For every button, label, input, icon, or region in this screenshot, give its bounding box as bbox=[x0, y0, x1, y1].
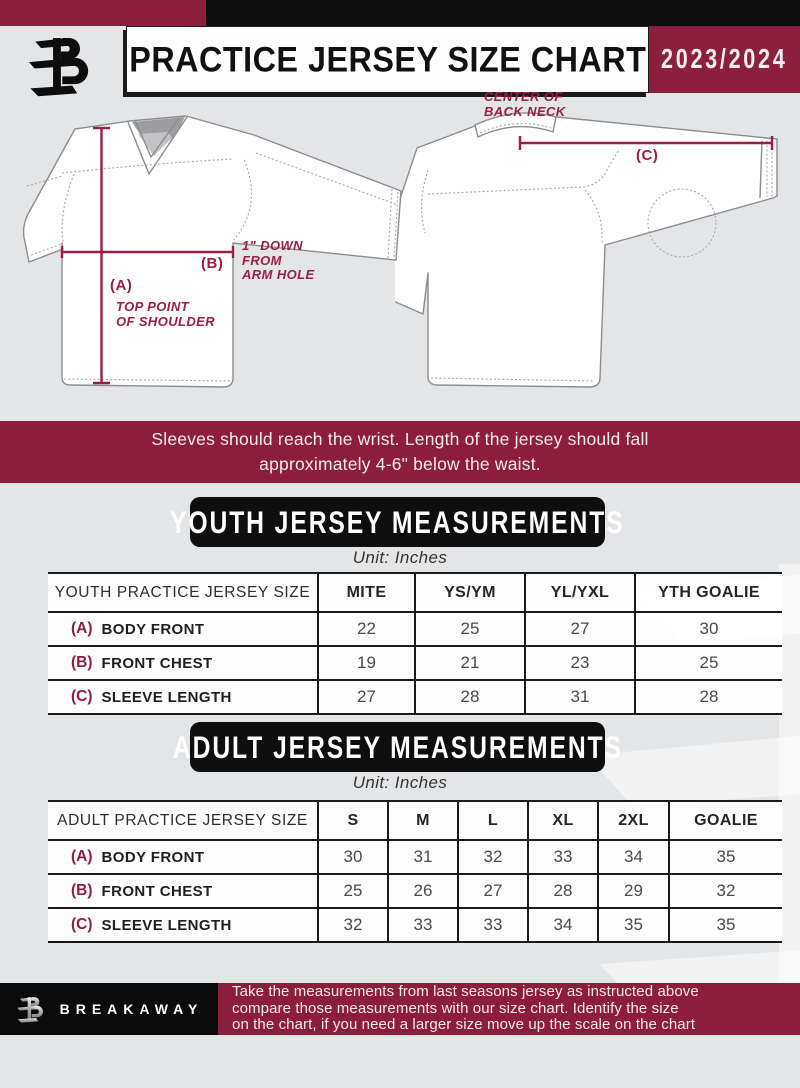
banner-line-2: approximately 4-6" below the waist. bbox=[259, 454, 541, 474]
top-strip-black bbox=[206, 0, 800, 26]
adult-col-xl: XL bbox=[527, 802, 597, 839]
footer-brand-block: BREAKAWAY bbox=[0, 983, 218, 1035]
youth-col-ylyxl: YL/YXL bbox=[524, 574, 634, 611]
row-key: (B) bbox=[71, 654, 93, 671]
row-name: BODY FRONT bbox=[101, 848, 205, 866]
youth-table-header-row: YOUTH PRACTICE JERSEY SIZE MITE YS/YM YL… bbox=[48, 574, 782, 611]
measure-c-label: (C) bbox=[636, 147, 659, 164]
adult-col-m: M bbox=[387, 802, 457, 839]
youth-col-goalie: YTH GOALIE bbox=[634, 574, 782, 611]
table-row-front-chest: (B) FRONT CHEST 19 21 23 25 bbox=[48, 645, 782, 679]
jersey-back-diagram bbox=[395, 112, 778, 388]
arm-hole-note: 1" DOWN FROM ARM HOLE bbox=[242, 238, 315, 282]
youth-size-col-header: YOUTH PRACTICE JERSEY SIZE bbox=[48, 574, 317, 611]
row-name: BODY FRONT bbox=[101, 620, 205, 638]
row-key: (C) bbox=[71, 916, 93, 933]
footer-line-2: compare those measurements with our size… bbox=[232, 999, 679, 1017]
top-point-shoulder-note: TOP POINT OF SHOULDER bbox=[116, 299, 216, 329]
measure-b-label: (B) bbox=[201, 255, 224, 272]
adult-size-col-header: ADULT PRACTICE JERSEY SIZE bbox=[48, 802, 317, 839]
adult-col-goalie: GOALIE bbox=[668, 802, 782, 839]
page-title: PRACTICE JERSEY SIZE CHART bbox=[126, 26, 649, 93]
table-row-sleeve-length: (C) SLEEVE LENGTH 32 33 33 34 35 35 bbox=[48, 907, 782, 941]
row-name: SLEEVE LENGTH bbox=[101, 688, 232, 706]
table-row-body-front: (A) BODY FRONT 22 25 27 30 bbox=[48, 611, 782, 645]
brand-logo-icon bbox=[28, 38, 89, 97]
adult-col-s: S bbox=[317, 802, 387, 839]
youth-section-heading: YOUTH JERSEY MEASUREMENTS bbox=[170, 497, 623, 547]
row-key: (A) bbox=[71, 848, 93, 865]
table-row-body-front: (A) BODY FRONT 30 31 32 33 34 35 bbox=[48, 839, 782, 873]
youth-col-ysym: YS/YM bbox=[414, 574, 524, 611]
footer: BREAKAWAY Take the measurements from las… bbox=[0, 983, 800, 1035]
fit-instruction-banner: Sleeves should reach the wrist. Length o… bbox=[0, 421, 800, 483]
row-name: FRONT CHEST bbox=[101, 654, 213, 672]
banner-line-1: Sleeves should reach the wrist. Length o… bbox=[151, 429, 649, 449]
adult-size-table: ADULT PRACTICE JERSEY SIZE S M L XL 2XL … bbox=[48, 800, 782, 943]
row-name: SLEEVE LENGTH bbox=[101, 916, 232, 934]
measure-a-label: (A) bbox=[110, 277, 133, 294]
footer-line-1: Take the measurements from last seasons … bbox=[232, 983, 699, 1001]
row-key: (A) bbox=[71, 620, 93, 637]
row-name: FRONT CHEST bbox=[101, 882, 213, 900]
table-row-front-chest: (B) FRONT CHEST 25 26 27 28 29 32 bbox=[48, 873, 782, 907]
youth-col-mite: MITE bbox=[317, 574, 414, 611]
adult-unit-label: Unit: Inches bbox=[352, 773, 448, 792]
row-key: (B) bbox=[71, 882, 93, 899]
footer-brand-logo-icon bbox=[16, 997, 43, 1023]
table-row-sleeve-length: (C) SLEEVE LENGTH 27 28 31 28 bbox=[48, 679, 782, 713]
adult-section-heading: ADULT JERSEY MEASUREMENTS bbox=[172, 722, 621, 772]
adult-col-l: L bbox=[457, 802, 527, 839]
season-badge: 2023/2024 bbox=[649, 26, 800, 93]
adult-table-header-row: ADULT PRACTICE JERSEY SIZE S M L XL 2XL … bbox=[48, 802, 782, 839]
youth-unit-label: Unit: Inches bbox=[352, 548, 448, 567]
size-chart-page: { "header": { "title": "PRACTICE JERSEY … bbox=[0, 0, 800, 1035]
youth-size-table: YOUTH PRACTICE JERSEY SIZE MITE YS/YM YL… bbox=[48, 572, 782, 715]
adult-col-2xl: 2XL bbox=[597, 802, 668, 839]
footer-instructions: Take the measurements from last seasons … bbox=[218, 983, 800, 1035]
footer-line-3: on the chart, if you need a larger size … bbox=[232, 1016, 696, 1034]
page-title-text: PRACTICE JERSEY SIZE CHART bbox=[128, 39, 647, 79]
season-text: 2023/2024 bbox=[661, 43, 788, 75]
top-strip-maroon bbox=[0, 0, 206, 26]
jersey-front-diagram bbox=[22, 115, 402, 388]
footer-brand-name: BREAKAWAY bbox=[59, 1001, 204, 1017]
center-back-neck-note: CENTER OF BACK NECK bbox=[484, 89, 566, 119]
row-key: (C) bbox=[71, 688, 93, 705]
